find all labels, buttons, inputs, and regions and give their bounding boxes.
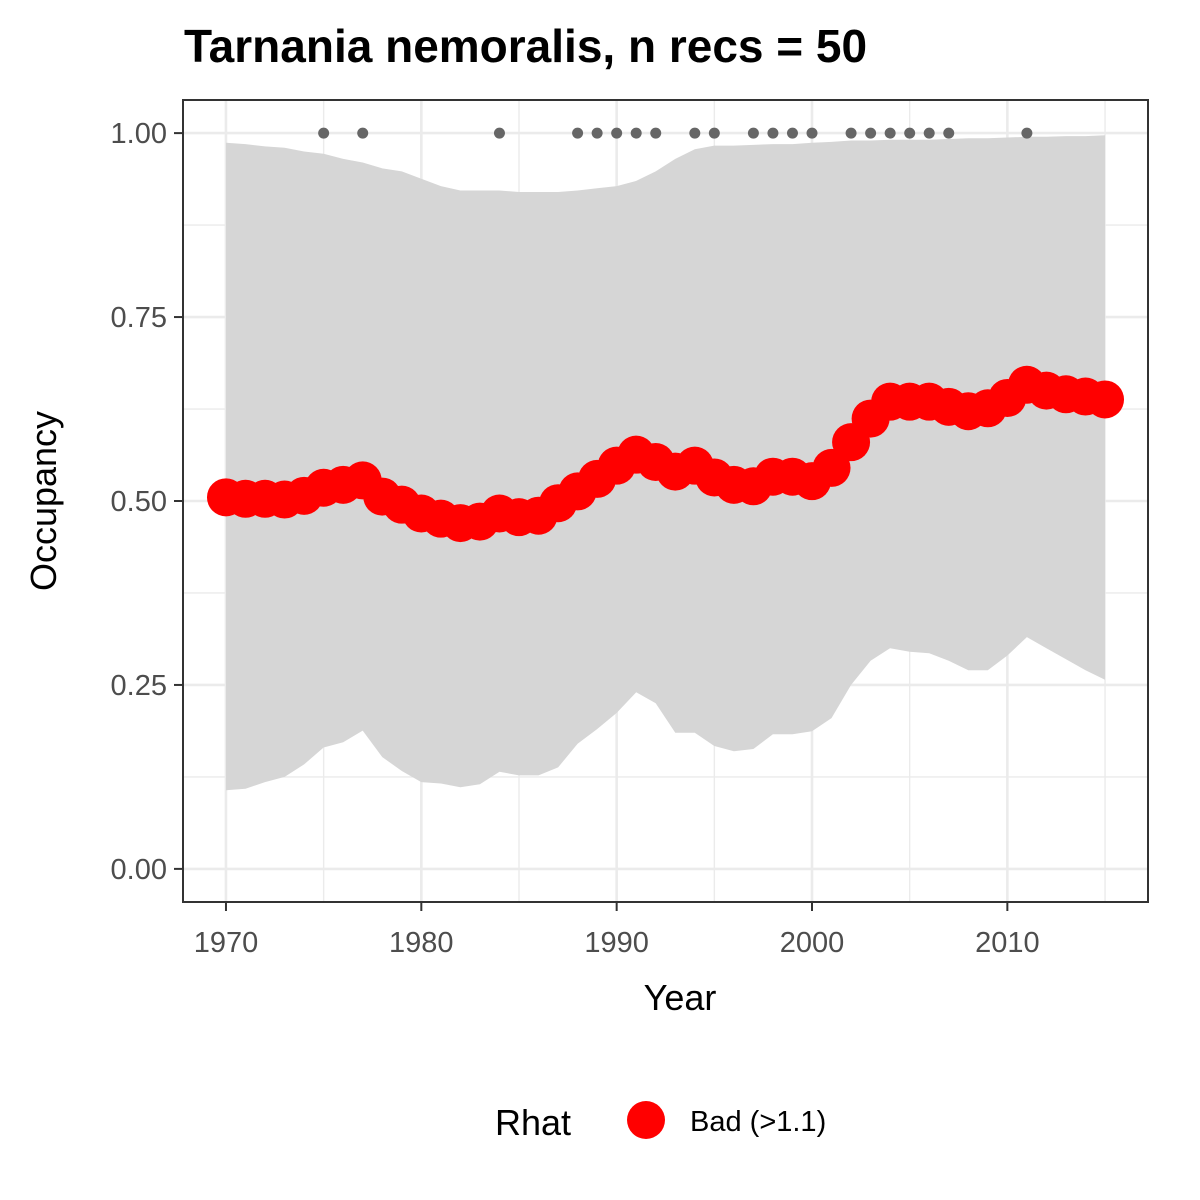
legend-label-bad: Bad (>1.1) [690, 1106, 826, 1138]
y-axis-ticks: 0.00 0.25 0.50 0.75 1.00 [111, 118, 183, 886]
x-tick-label: 2010 [975, 927, 1040, 959]
record-point [1021, 127, 1033, 139]
record-point [318, 127, 330, 139]
legend: Rhat Bad (>1.1) [495, 1101, 826, 1143]
x-axis-title: Year [644, 977, 717, 1018]
y-axis-title: Occupancy [23, 411, 64, 591]
record-point [708, 127, 720, 139]
occupancy-point [812, 448, 851, 487]
record-point [865, 127, 877, 139]
record-point [611, 127, 623, 139]
record-point [650, 127, 662, 139]
occupancy-point [1086, 380, 1125, 419]
occupancy-points [206, 365, 1125, 543]
record-point [923, 127, 935, 139]
chart-title: Tarnania nemoralis, n recs = 50 [184, 20, 867, 72]
x-axis-ticks: 1970 1980 1990 2000 2010 [194, 902, 1040, 959]
x-tick-label: 1980 [389, 927, 454, 959]
legend-key-bad [627, 1101, 665, 1139]
x-tick-label: 1990 [584, 927, 649, 959]
record-point [747, 127, 759, 139]
x-tick-label: 2000 [780, 927, 845, 959]
y-tick-label: 0.25 [111, 670, 167, 702]
y-tick-label: 0.75 [111, 302, 167, 334]
record-point [767, 127, 779, 139]
record-point [904, 127, 916, 139]
record-point [806, 127, 818, 139]
record-point [572, 127, 584, 139]
record-point [591, 127, 603, 139]
x-tick-label: 1970 [194, 927, 259, 959]
legend-title: Rhat [495, 1102, 571, 1143]
y-tick-label: 0.50 [111, 486, 167, 518]
record-point [845, 127, 857, 139]
record-point [630, 127, 642, 139]
record-point [493, 127, 505, 139]
record-point [786, 127, 798, 139]
record-point [943, 127, 955, 139]
record-point [884, 127, 896, 139]
y-tick-label: 0.00 [111, 854, 167, 886]
record-point [357, 127, 369, 139]
record-points [318, 127, 1033, 139]
y-tick-label: 1.00 [111, 118, 167, 150]
record-point [689, 127, 701, 139]
